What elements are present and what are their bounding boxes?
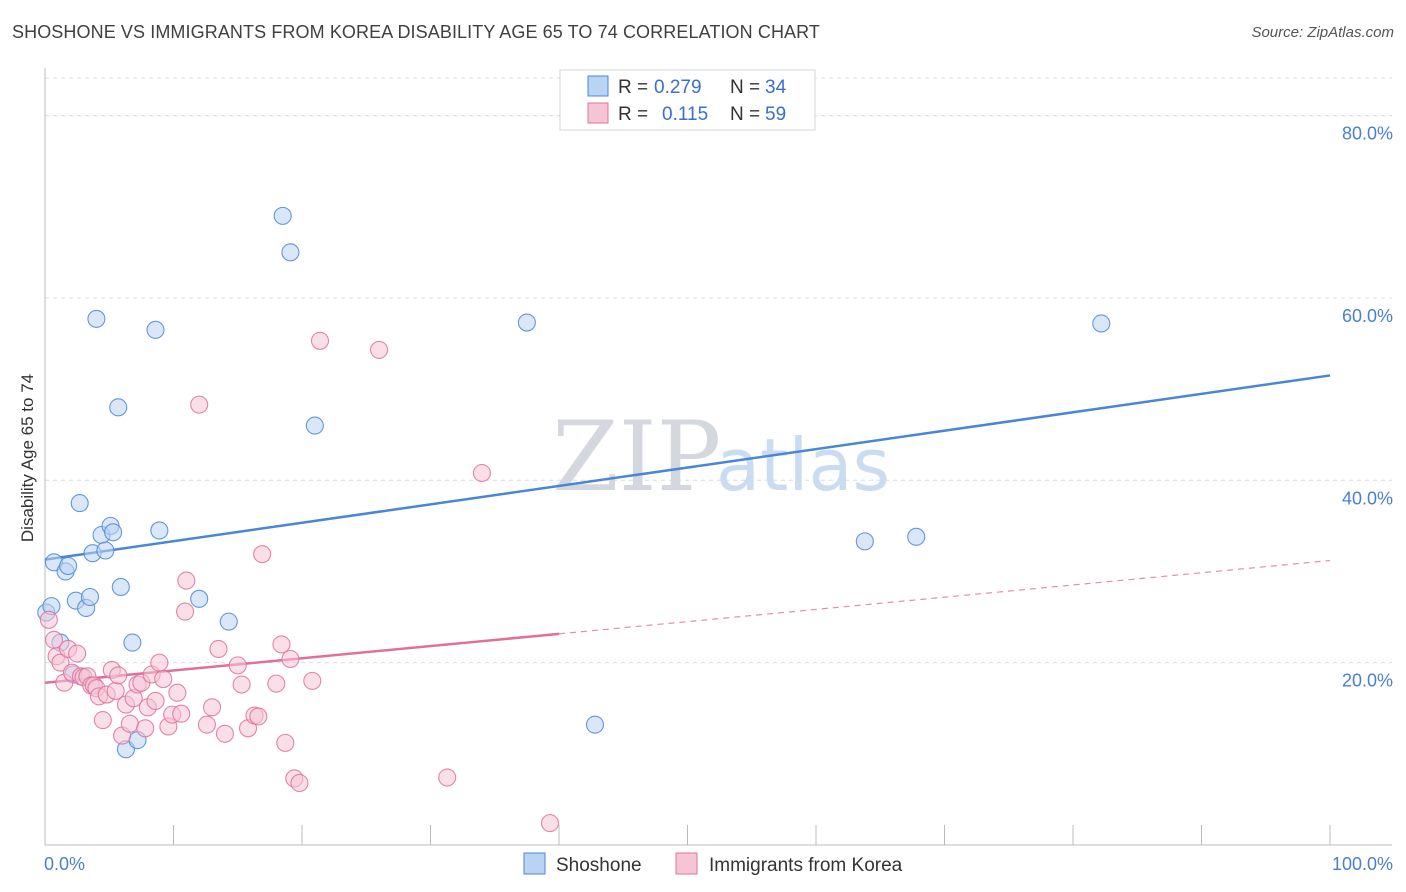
- point-korea: [93, 711, 112, 730]
- source-label: Source: ZipAtlas.com: [1251, 24, 1394, 41]
- point-shoshone: [190, 589, 209, 608]
- x-tick-label: 100.0%: [1332, 854, 1393, 874]
- y-tick-label: 20.0%: [1342, 671, 1393, 691]
- point-shoshone: [855, 532, 874, 551]
- point-shoshone: [96, 541, 115, 560]
- point-korea: [150, 653, 169, 672]
- point-shoshone: [907, 527, 926, 546]
- y-axis-label: Disability Age 65 to 74: [18, 374, 37, 542]
- legend-r-value: 0.279: [654, 77, 702, 98]
- point-korea: [438, 768, 457, 787]
- legend-r-label: R =: [618, 77, 648, 98]
- point-korea: [290, 773, 309, 793]
- watermark-zip: ZIP: [552, 401, 721, 513]
- point-shoshone: [111, 577, 130, 597]
- point-korea: [172, 704, 191, 723]
- bottom-legend-label-shoshone: Shoshone: [556, 855, 642, 876]
- axes: [44, 68, 1392, 846]
- point-korea: [310, 331, 330, 350]
- point-shoshone: [123, 633, 142, 652]
- point-shoshone: [305, 416, 324, 435]
- point-shoshone: [219, 612, 238, 631]
- point-korea: [249, 707, 268, 726]
- point-korea: [177, 571, 196, 590]
- point-korea: [190, 395, 209, 414]
- point-korea: [168, 683, 187, 702]
- point-korea: [267, 674, 286, 693]
- point-korea: [281, 649, 300, 669]
- legend-swatch-korea: [587, 102, 609, 124]
- point-shoshone: [104, 523, 123, 542]
- point-korea: [176, 602, 195, 621]
- point-korea: [197, 715, 216, 734]
- watermark-atlas: atlas: [716, 423, 890, 507]
- point-shoshone: [281, 243, 300, 262]
- point-korea: [146, 691, 165, 710]
- point-korea: [215, 724, 234, 743]
- point-shoshone: [146, 320, 165, 339]
- legend: R = 0.279 N = 34 R = 0.115 N = 59: [559, 69, 816, 131]
- point-korea: [253, 545, 272, 564]
- point-shoshone: [585, 715, 605, 734]
- point-shoshone: [517, 313, 536, 332]
- trend-line-korea: [44, 632, 560, 684]
- point-shoshone: [109, 398, 128, 417]
- y-tick-labels: 20.0% 40.0% 60.0% 80.0%: [1342, 124, 1393, 691]
- legend-n-value: 59: [765, 104, 786, 125]
- point-korea: [109, 666, 128, 685]
- point-shoshone: [70, 494, 89, 513]
- x-tick-label: 0.0%: [44, 854, 85, 874]
- trend-line-shoshone: [44, 374, 1331, 561]
- point-korea: [136, 719, 155, 738]
- legend-n-label: N =: [730, 104, 760, 125]
- data-points: [37, 206, 1111, 833]
- y-tick-label: 60.0%: [1342, 306, 1393, 326]
- chart-title: SHOSHONE VS IMMIGRANTS FROM KOREA DISABI…: [12, 22, 821, 42]
- point-korea: [276, 733, 295, 752]
- legend-n-label: N =: [730, 77, 760, 98]
- point-korea: [540, 814, 560, 833]
- point-korea: [303, 671, 322, 690]
- point-shoshone: [273, 206, 292, 225]
- legend-swatch-shoshone: [587, 75, 609, 97]
- point-shoshone: [59, 556, 78, 576]
- legend-n-value: 34: [765, 77, 787, 98]
- point-korea: [68, 644, 87, 663]
- x-tick-labels: 0.0% 100.0%: [44, 854, 1393, 874]
- point-shoshone: [87, 309, 106, 328]
- point-korea: [228, 656, 247, 675]
- point-korea: [51, 653, 70, 672]
- point-shoshone: [1092, 314, 1111, 333]
- point-korea: [232, 675, 251, 694]
- point-korea: [472, 463, 491, 483]
- y-tick-label: 80.0%: [1342, 124, 1393, 144]
- point-korea: [370, 340, 389, 359]
- watermark: ZIP atlas: [552, 401, 890, 513]
- legend-r-value: 0.115: [662, 104, 708, 125]
- trend-line-korea-extension: [558, 559, 1331, 635]
- trend-lines: [44, 374, 1331, 684]
- point-shoshone: [150, 521, 169, 540]
- bottom-legend: Shoshone Immigrants from Korea: [523, 852, 903, 876]
- point-korea: [39, 610, 58, 629]
- y-tick-label: 40.0%: [1342, 488, 1393, 508]
- bottom-legend-swatch-korea: [675, 852, 698, 875]
- point-korea: [120, 714, 139, 733]
- gridlines: [45, 77, 1392, 664]
- legend-r-label: R =: [618, 104, 648, 125]
- point-korea: [272, 635, 291, 654]
- point-korea: [203, 698, 222, 717]
- point-shoshone: [80, 587, 100, 607]
- bottom-legend-swatch-shoshone: [523, 852, 546, 875]
- point-korea: [154, 670, 173, 689]
- bottom-legend-label-korea: Immigrants from Korea: [709, 855, 903, 876]
- point-korea: [209, 639, 228, 659]
